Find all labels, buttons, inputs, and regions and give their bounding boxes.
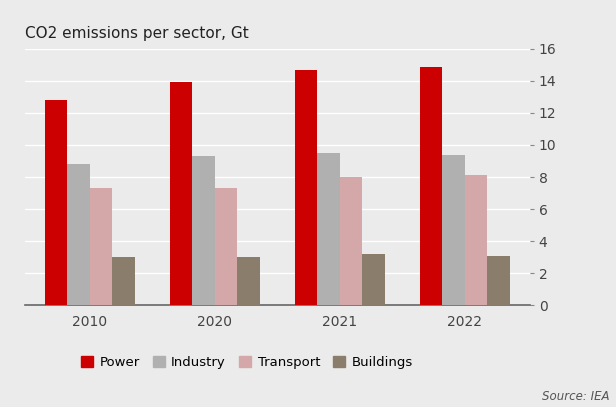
Bar <box>192 156 215 305</box>
Bar <box>112 257 135 305</box>
Bar <box>215 188 237 305</box>
Bar <box>362 254 385 305</box>
Bar <box>442 155 464 305</box>
Bar <box>419 67 442 305</box>
Bar <box>169 83 192 305</box>
Text: CO2 emissions per sector, Gt: CO2 emissions per sector, Gt <box>25 26 248 41</box>
Bar <box>294 70 317 305</box>
Bar <box>44 100 67 305</box>
Bar <box>90 188 112 305</box>
Bar <box>464 175 487 305</box>
Bar <box>339 177 362 305</box>
Bar <box>487 256 510 305</box>
Bar <box>317 153 339 305</box>
Bar <box>237 257 260 305</box>
Legend: Power, Industry, Transport, Buildings: Power, Industry, Transport, Buildings <box>76 350 418 374</box>
Text: Source: IEA: Source: IEA <box>542 390 610 403</box>
Bar <box>67 164 90 305</box>
